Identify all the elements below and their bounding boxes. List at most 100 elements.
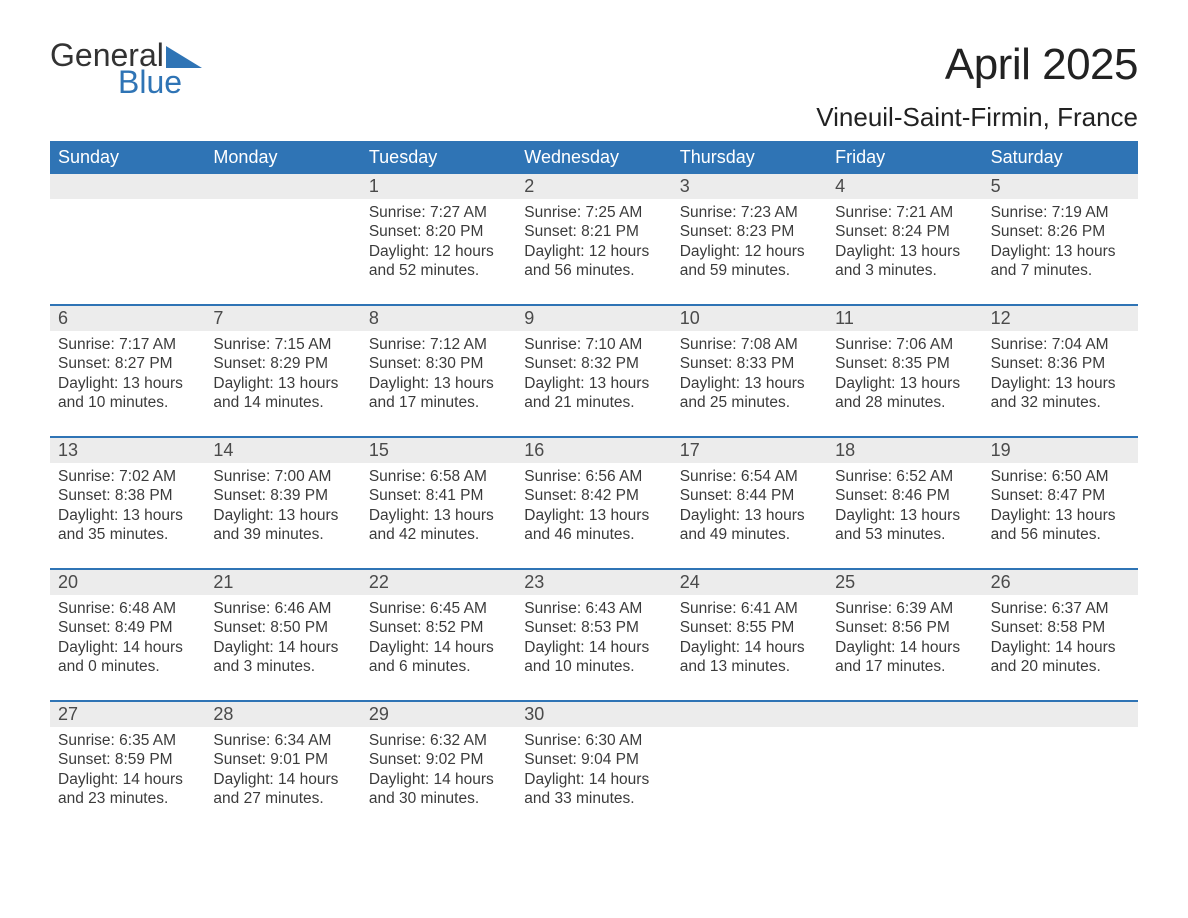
logo-text-2: Blue (118, 67, 182, 97)
day-cell: Sunrise: 7:17 AMSunset: 8:27 PMDaylight:… (50, 331, 205, 436)
week-content-row: Sunrise: 6:48 AMSunset: 8:49 PMDaylight:… (50, 595, 1138, 700)
col-tuesday: Tuesday (361, 141, 516, 174)
col-wednesday: Wednesday (516, 141, 671, 174)
day-cell: Sunrise: 7:23 AMSunset: 8:23 PMDaylight:… (672, 199, 827, 304)
daylight-text: Daylight: 14 hours and 3 minutes. (213, 638, 352, 677)
sunrise-text: Sunrise: 7:04 AM (991, 335, 1130, 354)
sunset-text: Sunset: 8:26 PM (991, 222, 1130, 241)
week-daynum-row: 12345 (50, 174, 1138, 199)
day-number: 14 (205, 438, 360, 463)
sunrise-text: Sunrise: 6:30 AM (524, 731, 663, 750)
daylight-text: Daylight: 13 hours and 7 minutes. (991, 242, 1130, 281)
day-cell (672, 727, 827, 832)
sunrise-text: Sunrise: 6:56 AM (524, 467, 663, 486)
day-cell: Sunrise: 6:50 AMSunset: 8:47 PMDaylight:… (983, 463, 1138, 568)
week-content-row: Sunrise: 7:17 AMSunset: 8:27 PMDaylight:… (50, 331, 1138, 436)
day-number: 11 (827, 306, 982, 331)
day-number (983, 702, 1138, 727)
sunset-text: Sunset: 8:39 PM (213, 486, 352, 505)
daylight-text: Daylight: 12 hours and 56 minutes. (524, 242, 663, 281)
day-cell: Sunrise: 6:43 AMSunset: 8:53 PMDaylight:… (516, 595, 671, 700)
sunrise-text: Sunrise: 7:17 AM (58, 335, 197, 354)
day-cell (827, 727, 982, 832)
daylight-text: Daylight: 13 hours and 10 minutes. (58, 374, 197, 413)
day-number: 26 (983, 570, 1138, 595)
sunset-text: Sunset: 8:30 PM (369, 354, 508, 373)
sunrise-text: Sunrise: 6:50 AM (991, 467, 1130, 486)
sunrise-text: Sunrise: 7:10 AM (524, 335, 663, 354)
sunrise-text: Sunrise: 6:54 AM (680, 467, 819, 486)
daylight-text: Daylight: 13 hours and 35 minutes. (58, 506, 197, 545)
day-cell: Sunrise: 7:02 AMSunset: 8:38 PMDaylight:… (50, 463, 205, 568)
day-cell: Sunrise: 7:27 AMSunset: 8:20 PMDaylight:… (361, 199, 516, 304)
day-number: 12 (983, 306, 1138, 331)
day-cell: Sunrise: 6:32 AMSunset: 9:02 PMDaylight:… (361, 727, 516, 832)
daylight-text: Daylight: 12 hours and 59 minutes. (680, 242, 819, 281)
day-cell: Sunrise: 7:00 AMSunset: 8:39 PMDaylight:… (205, 463, 360, 568)
day-number: 8 (361, 306, 516, 331)
sunset-text: Sunset: 8:58 PM (991, 618, 1130, 637)
day-cell: Sunrise: 7:10 AMSunset: 8:32 PMDaylight:… (516, 331, 671, 436)
sunset-text: Sunset: 8:21 PM (524, 222, 663, 241)
sunrise-text: Sunrise: 7:12 AM (369, 335, 508, 354)
sunset-text: Sunset: 8:20 PM (369, 222, 508, 241)
day-cell: Sunrise: 6:39 AMSunset: 8:56 PMDaylight:… (827, 595, 982, 700)
day-number: 10 (672, 306, 827, 331)
daylight-text: Daylight: 13 hours and 17 minutes. (369, 374, 508, 413)
sunrise-text: Sunrise: 6:52 AM (835, 467, 974, 486)
daylight-text: Daylight: 13 hours and 21 minutes. (524, 374, 663, 413)
col-sunday: Sunday (50, 141, 205, 174)
day-cell: Sunrise: 7:15 AMSunset: 8:29 PMDaylight:… (205, 331, 360, 436)
calendar-header-row: Sunday Monday Tuesday Wednesday Thursday… (50, 141, 1138, 174)
sunset-text: Sunset: 8:53 PM (524, 618, 663, 637)
day-number: 24 (672, 570, 827, 595)
day-number: 25 (827, 570, 982, 595)
col-monday: Monday (205, 141, 360, 174)
day-number: 17 (672, 438, 827, 463)
daylight-text: Daylight: 14 hours and 13 minutes. (680, 638, 819, 677)
sunrise-text: Sunrise: 6:37 AM (991, 599, 1130, 618)
sunset-text: Sunset: 8:23 PM (680, 222, 819, 241)
daylight-text: Daylight: 12 hours and 52 minutes. (369, 242, 508, 281)
daylight-text: Daylight: 14 hours and 10 minutes. (524, 638, 663, 677)
daylight-text: Daylight: 14 hours and 27 minutes. (213, 770, 352, 809)
day-number: 27 (50, 702, 205, 727)
daylight-text: Daylight: 13 hours and 3 minutes. (835, 242, 974, 281)
sunset-text: Sunset: 8:50 PM (213, 618, 352, 637)
day-cell: Sunrise: 6:56 AMSunset: 8:42 PMDaylight:… (516, 463, 671, 568)
day-cell: Sunrise: 6:37 AMSunset: 8:58 PMDaylight:… (983, 595, 1138, 700)
sunset-text: Sunset: 9:01 PM (213, 750, 352, 769)
sunset-text: Sunset: 8:27 PM (58, 354, 197, 373)
logo: General Blue (50, 40, 202, 98)
day-cell: Sunrise: 6:48 AMSunset: 8:49 PMDaylight:… (50, 595, 205, 700)
day-number: 2 (516, 174, 671, 199)
day-cell: Sunrise: 6:46 AMSunset: 8:50 PMDaylight:… (205, 595, 360, 700)
sunset-text: Sunset: 8:41 PM (369, 486, 508, 505)
day-cell: Sunrise: 7:06 AMSunset: 8:35 PMDaylight:… (827, 331, 982, 436)
day-number: 4 (827, 174, 982, 199)
sunrise-text: Sunrise: 6:32 AM (369, 731, 508, 750)
day-cell: Sunrise: 6:35 AMSunset: 8:59 PMDaylight:… (50, 727, 205, 832)
sunset-text: Sunset: 9:04 PM (524, 750, 663, 769)
day-cell: Sunrise: 6:54 AMSunset: 8:44 PMDaylight:… (672, 463, 827, 568)
day-number: 20 (50, 570, 205, 595)
daylight-text: Daylight: 14 hours and 17 minutes. (835, 638, 974, 677)
sunrise-text: Sunrise: 6:45 AM (369, 599, 508, 618)
daylight-text: Daylight: 14 hours and 20 minutes. (991, 638, 1130, 677)
sunset-text: Sunset: 8:52 PM (369, 618, 508, 637)
day-number: 21 (205, 570, 360, 595)
day-number: 30 (516, 702, 671, 727)
day-number: 19 (983, 438, 1138, 463)
week-daynum-row: 27282930 (50, 700, 1138, 727)
sunset-text: Sunset: 8:24 PM (835, 222, 974, 241)
sunset-text: Sunset: 8:46 PM (835, 486, 974, 505)
col-saturday: Saturday (983, 141, 1138, 174)
daylight-text: Daylight: 14 hours and 33 minutes. (524, 770, 663, 809)
day-number: 13 (50, 438, 205, 463)
sunrise-text: Sunrise: 6:48 AM (58, 599, 197, 618)
day-number: 3 (672, 174, 827, 199)
sunset-text: Sunset: 8:55 PM (680, 618, 819, 637)
sunset-text: Sunset: 8:36 PM (991, 354, 1130, 373)
sunset-text: Sunset: 8:42 PM (524, 486, 663, 505)
daylight-text: Daylight: 13 hours and 42 minutes. (369, 506, 508, 545)
